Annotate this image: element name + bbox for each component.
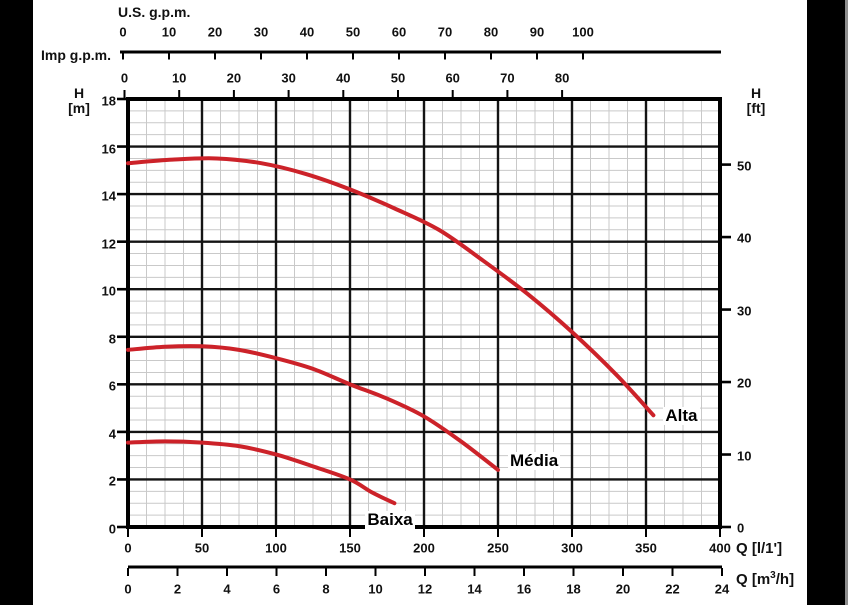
h-m-tick-label: 18 bbox=[101, 93, 116, 109]
us-gpm-tick-label: 90 bbox=[529, 24, 545, 40]
h-m-tick-label: 0 bbox=[108, 521, 116, 537]
h-m-tick-label: 6 bbox=[108, 378, 116, 394]
q-lmin-tick-label: 300 bbox=[561, 540, 583, 556]
q-m3h-tick-label: 24 bbox=[714, 581, 730, 597]
plot-border bbox=[126, 97, 722, 529]
h-m-tick-label: 10 bbox=[101, 283, 116, 299]
us-gpm-tick-label: 100 bbox=[572, 24, 594, 40]
us-gpm-tick-label: 30 bbox=[253, 24, 269, 40]
imp-gpm-tick-label: 20 bbox=[226, 70, 242, 86]
q-lmin-tick-label: 0 bbox=[124, 540, 132, 556]
flow-m3h-axis-title: Q [m3/h] bbox=[736, 570, 794, 588]
h-m-tick-label: 16 bbox=[101, 141, 116, 157]
imp-gpm-tick-label: 50 bbox=[390, 70, 406, 86]
imp-gpm-axis-title: Imp g.p.m. bbox=[41, 47, 111, 63]
imp-gpm-tick-label: 30 bbox=[281, 70, 296, 86]
q-m3h-tick-label: 12 bbox=[417, 581, 433, 597]
imp-gpm-tick-label: 70 bbox=[500, 70, 515, 86]
imp-gpm-tick-label: 40 bbox=[336, 70, 351, 86]
us-gpm-tick-label: 40 bbox=[299, 24, 315, 40]
imp-gpm-tick-label: 80 bbox=[554, 70, 570, 86]
q-lmin-tick-label: 150 bbox=[339, 540, 361, 556]
curve-baixa bbox=[126, 439, 397, 506]
h-ft-tick-label: 40 bbox=[737, 230, 752, 246]
us-gpm-tick-label: 50 bbox=[345, 24, 361, 40]
q-m3h-tick-label: 2 bbox=[173, 581, 182, 597]
q-lmin-tick-label: 50 bbox=[194, 540, 210, 556]
q-lmin-tick-label: 350 bbox=[635, 540, 657, 556]
right-axis-title: H [ft] bbox=[736, 86, 776, 116]
flow-m3h-title-sup: 3 bbox=[770, 570, 776, 581]
q-m3h-tick-label: 6 bbox=[272, 581, 281, 597]
left-black-border bbox=[0, 0, 33, 605]
h-m-tick-label: 4 bbox=[108, 426, 116, 442]
q-m3h-tick-label: 8 bbox=[322, 581, 330, 597]
left-axis-title: H [m] bbox=[59, 86, 99, 116]
q-m3h-tick-label: 16 bbox=[516, 581, 532, 597]
q-m3h-tick-label: 0 bbox=[124, 581, 132, 597]
imp-gpm-tick-label: 10 bbox=[171, 70, 187, 86]
q-lmin-tick-label: 100 bbox=[265, 540, 287, 556]
h-ft-tick-label: 20 bbox=[737, 375, 752, 391]
imp-gpm-tick-label: 60 bbox=[445, 70, 460, 86]
flow-lmin-axis-title: Q [l/1'] bbox=[736, 540, 783, 557]
us-gpm-tick-label: 20 bbox=[207, 24, 223, 40]
us-gpm-tick-label: 70 bbox=[437, 24, 453, 40]
right-axis-title-unit: [ft] bbox=[746, 100, 766, 116]
q-m3h-tick-label: 4 bbox=[223, 581, 231, 597]
h-m-tick-label: 12 bbox=[101, 236, 116, 252]
left-axis-title-symbol: H bbox=[73, 85, 85, 101]
q-lmin-tick-label: 200 bbox=[413, 540, 435, 556]
h-ft-tick-label: 30 bbox=[737, 303, 752, 319]
q-m3h-tick-label: 18 bbox=[566, 581, 581, 597]
h-m-tick-label: 2 bbox=[108, 473, 116, 489]
right-black-border bbox=[807, 0, 845, 605]
curve-media bbox=[126, 344, 500, 472]
q-m3h-tick-label: 14 bbox=[467, 581, 482, 597]
right-gray-edge bbox=[845, 0, 848, 605]
right-axis-title-symbol: H bbox=[750, 85, 762, 101]
us-gpm-tick-label: 0 bbox=[119, 24, 127, 40]
flow-m3h-title-prefix: Q [m bbox=[736, 571, 771, 588]
q-lmin-tick-label: 250 bbox=[487, 540, 509, 556]
h-m-tick-label: 14 bbox=[101, 188, 116, 204]
q-m3h-tick-label: 22 bbox=[665, 581, 680, 597]
us-gpm-axis-title: U.S. g.p.m. bbox=[118, 4, 191, 20]
curve-label-alta: Alta bbox=[663, 406, 700, 426]
imp-gpm-tick-label: 0 bbox=[120, 70, 129, 86]
us-gpm-tick-label: 80 bbox=[483, 24, 499, 40]
h-ft-tick-label: 10 bbox=[737, 448, 752, 464]
h-ft-tick-label: 0 bbox=[737, 520, 745, 536]
curve-alta bbox=[126, 156, 656, 418]
q-lmin-tick-label: 400 bbox=[709, 540, 731, 556]
left-axis-title-unit: [m] bbox=[68, 100, 90, 116]
h-ft-tick-label: 50 bbox=[737, 158, 752, 174]
us-gpm-tick-label: 60 bbox=[391, 24, 407, 40]
q-m3h-tick-label: 10 bbox=[368, 581, 383, 597]
curve-label-baixa: Baixa bbox=[365, 510, 415, 530]
h-m-tick-label: 8 bbox=[108, 331, 116, 347]
flow-m3h-title-suffix: /h] bbox=[775, 571, 795, 588]
q-m3h-tick-label: 20 bbox=[615, 581, 631, 597]
us-gpm-tick-label: 10 bbox=[161, 24, 177, 40]
curve-label-media: Média bbox=[508, 450, 561, 470]
